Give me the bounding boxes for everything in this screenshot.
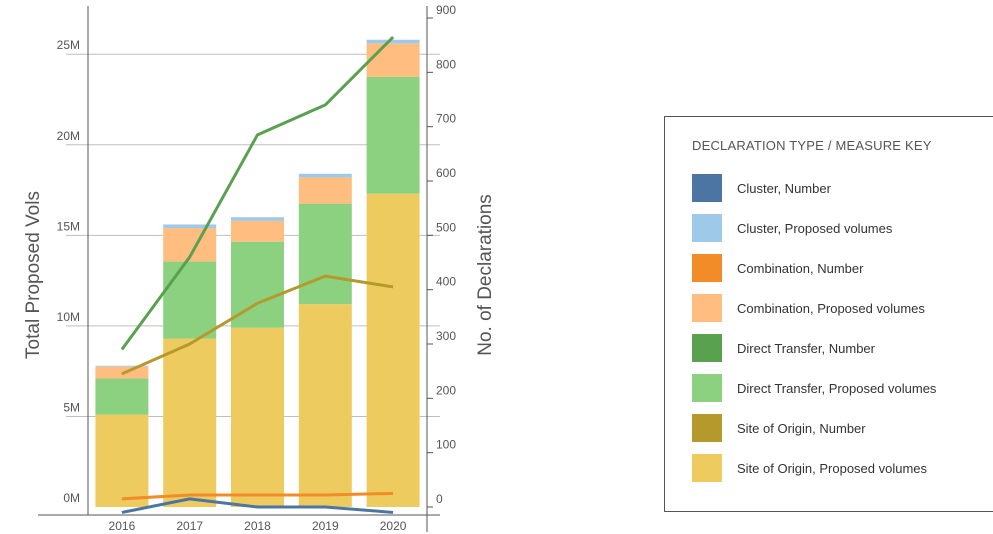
bar-segment: [95, 365, 149, 367]
x-tick-label: 2020: [380, 519, 407, 533]
legend-label: Direct Transfer, Number: [737, 340, 875, 356]
legend-item[interactable]: Combination, Number: [692, 254, 863, 282]
legend-item[interactable]: Site of Origin, Number: [692, 414, 866, 442]
legend-swatch: [692, 374, 722, 402]
bar-segment: [163, 261, 217, 339]
y-tick-label: 0M: [63, 491, 80, 505]
bar-segment: [163, 224, 217, 229]
bar-segment: [298, 304, 352, 507]
y2-axis-title: No. of Declarations: [475, 194, 496, 356]
bar-segment: [231, 220, 284, 242]
y-axis-title: Total Proposed Vols: [23, 191, 44, 359]
legend-swatch: [692, 454, 722, 482]
y2-tick-label: 0: [436, 492, 443, 506]
bar-segment: [366, 43, 420, 77]
y2-tick-label: 100: [436, 438, 456, 452]
axes: 0M 5M 10M 15M 20M 25M 0 100 200 300 400 500 600 700 80…: [38, 3, 456, 533]
bar-segment: [95, 378, 149, 415]
x-tick-label: 2017: [176, 519, 203, 533]
legend-label: Site of Origin, Proposed volumes: [737, 460, 928, 476]
legend-label: Cluster, Number: [737, 180, 831, 196]
series-line: [121, 274, 394, 376]
y-tick-label: 25M: [57, 38, 80, 52]
legend-item[interactable]: Cluster, Proposed volumes: [692, 214, 892, 242]
bar-segment: [366, 76, 420, 194]
legend-item[interactable]: Combination, Proposed volumes: [692, 294, 925, 322]
bar-segment: [366, 39, 420, 44]
y-tick-label: 5M: [63, 400, 80, 414]
legend-title: DECLARATION TYPE / MEASURE KEY: [692, 138, 932, 153]
y2-tick-label: 300: [436, 329, 456, 343]
bar-segment: [298, 177, 352, 204]
legend-label: Site of Origin, Number: [737, 420, 866, 436]
x-tick-label: 2016: [109, 519, 136, 533]
x-tick-label: 2019: [312, 519, 339, 533]
bar-layer: [95, 39, 420, 507]
series-line: [121, 491, 394, 501]
line-layer: [120, 35, 395, 514]
y2-tick-label: 800: [436, 57, 456, 71]
bar-segment: [366, 193, 420, 507]
legend-swatch: [692, 214, 722, 242]
legend-item[interactable]: Site of Origin, Proposed volumes: [692, 454, 927, 482]
series-line: [121, 497, 394, 514]
y2-tick-label: 600: [436, 166, 456, 180]
legend-swatch: [692, 414, 722, 442]
legend-swatch: [692, 174, 722, 202]
bar-segment: [298, 203, 352, 305]
y2-tick-label: 900: [436, 3, 456, 17]
legend-item[interactable]: Direct Transfer, Proposed volumes: [692, 374, 936, 402]
legend-label: Combination, Number: [737, 260, 864, 276]
y2-tick-label: 500: [436, 220, 456, 234]
y2-tick-label: 700: [436, 112, 456, 126]
y-tick-label: 20M: [57, 129, 80, 143]
legend-item[interactable]: Cluster, Number: [692, 174, 831, 202]
x-tick-label: 2018: [244, 519, 271, 533]
y-tick-label: 15M: [57, 219, 80, 233]
series-line: [120, 35, 395, 351]
bar-segment: [231, 327, 284, 507]
legend-swatch: [692, 294, 722, 322]
legend-label: Cluster, Proposed volumes: [737, 220, 893, 236]
y-tick-label: 10M: [57, 310, 80, 324]
bar-segment: [231, 217, 284, 221]
legend-item[interactable]: Direct Transfer, Number: [692, 334, 875, 362]
y2-tick-label: 400: [436, 275, 456, 289]
y2-tick-label: 200: [436, 383, 456, 397]
legend: DECLARATION TYPE / MEASURE KEY Cluster, …: [664, 116, 993, 512]
bar-segment: [95, 414, 149, 507]
legend-label: Combination, Proposed volumes: [737, 300, 925, 316]
legend-label: Direct Transfer, Proposed volumes: [737, 380, 937, 396]
legend-swatch: [692, 334, 722, 362]
bar-segment: [163, 338, 217, 507]
legend-swatch: [692, 254, 722, 282]
bar-segment: [298, 173, 352, 178]
